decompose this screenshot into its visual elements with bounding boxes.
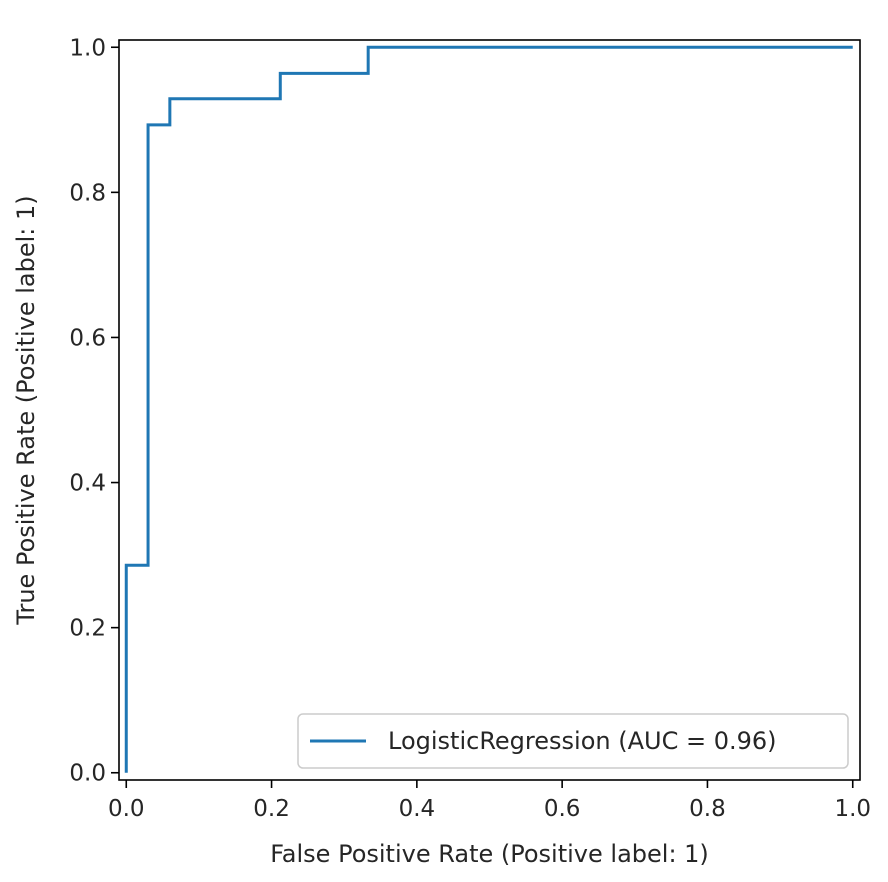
legend-box bbox=[297, 713, 849, 769]
y-tick-label: 1.0 bbox=[69, 35, 106, 61]
chart-marks bbox=[124, 45, 853, 773]
legend-entry-label: LogisticRegression (AUC = 0.96) bbox=[388, 727, 777, 755]
x-tick-label: 1.0 bbox=[834, 796, 871, 822]
y-axis-ticks: 0.0 0.2 0.4 0.6 0.8 1.0 bbox=[69, 35, 119, 787]
x-tick-label: 0.2 bbox=[253, 796, 290, 822]
x-axis-ticks: 0.0 0.2 0.4 0.6 0.8 1.0 bbox=[108, 780, 871, 822]
x-tick-label: 0.4 bbox=[399, 796, 436, 822]
x-tick-label: 0.8 bbox=[689, 796, 726, 822]
x-axis-label: False Positive Rate (Positive label: 1) bbox=[270, 840, 709, 868]
y-axis-label: True Positive Rate (Positive label: 1) bbox=[12, 195, 40, 625]
y-tick-label: 0.6 bbox=[69, 325, 106, 351]
legend: LogisticRegression (AUC = 0.96) bbox=[297, 713, 849, 769]
plot-frame bbox=[118, 39, 861, 781]
roc-curve-line bbox=[124, 45, 853, 773]
y-tick-label: 0.2 bbox=[69, 616, 106, 642]
y-tick-label: 0.0 bbox=[69, 761, 106, 787]
y-tick-label: 0.8 bbox=[69, 180, 106, 206]
x-tick-label: 0.0 bbox=[108, 796, 145, 822]
x-tick-label: 0.6 bbox=[544, 796, 581, 822]
y-tick-label: 0.4 bbox=[69, 471, 106, 497]
